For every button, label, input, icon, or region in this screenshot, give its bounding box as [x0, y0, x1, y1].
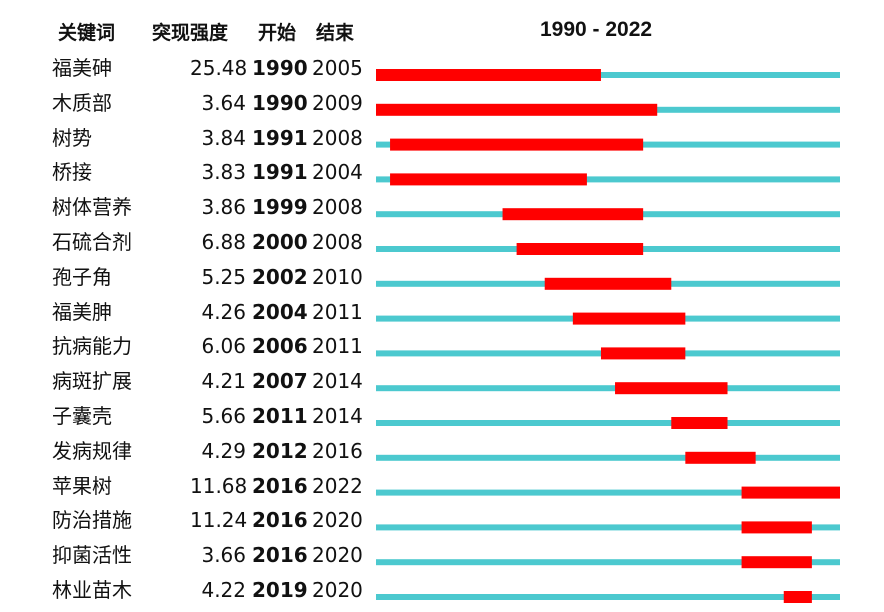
row-keyword: 防治措施 [52, 508, 132, 533]
row-end-year: 2010 [312, 264, 363, 289]
row-keyword: 林业苗木 [52, 578, 132, 602]
row-begin-year: 1990 [252, 56, 308, 80]
row-keyword: 木质部 [52, 90, 112, 115]
row-begin-year: 2002 [252, 264, 308, 289]
row-end-year: 2020 [312, 508, 363, 533]
row-strength: 3.84 [201, 125, 246, 150]
row-keyword: 抑菌活性 [52, 543, 132, 568]
row-begin-year: 1990 [252, 90, 308, 115]
row-strength: 4.21 [201, 369, 246, 394]
row-strength: 5.25 [201, 264, 246, 289]
timeline-base-bar [376, 385, 840, 392]
row-begin-year: 1991 [252, 125, 308, 150]
row-keyword: 福美砷 [52, 56, 112, 80]
timeline-base-bar [376, 594, 840, 600]
burst-segment [783, 591, 812, 603]
header-begin: 开始 [258, 22, 297, 44]
row-begin-year: 2006 [252, 334, 308, 359]
row-begin-year: 2019 [252, 578, 308, 602]
burst-segment [502, 208, 644, 221]
row-begin-year: 2016 [252, 543, 308, 568]
burst-segment [741, 486, 840, 499]
row-keyword: 抗病能力 [52, 334, 132, 359]
row-end-year: 2011 [312, 334, 363, 359]
row-keyword: 福美胂 [52, 299, 112, 324]
timeline-base-bar [376, 559, 840, 566]
header-keyword: 关键词 [58, 22, 116, 44]
burst-segment [390, 138, 644, 151]
row-keyword: 石硫合剂 [52, 230, 132, 254]
row-strength: 5.66 [201, 404, 246, 428]
burst-segment [516, 243, 644, 255]
row-strength: 6.88 [201, 230, 246, 254]
row-end-year: 2020 [312, 578, 363, 602]
row-keyword: 桥接 [52, 160, 92, 185]
timeline-base-bar [376, 176, 840, 183]
timeline-base-bar [376, 72, 840, 78]
row-end-year: 2008 [312, 125, 363, 150]
row-begin-year: 2012 [252, 438, 308, 463]
burst-segment [390, 173, 587, 186]
row-strength: 4.22 [201, 578, 246, 602]
row-strength: 3.86 [201, 195, 246, 220]
row-end-year: 2014 [312, 369, 363, 394]
row-keyword: 孢子角 [52, 264, 112, 289]
header-year-range: 1990 - 2022 [540, 18, 653, 41]
row-end-year: 2020 [312, 543, 363, 568]
row-keyword: 树势 [52, 125, 92, 150]
row-begin-year: 2011 [252, 404, 308, 428]
burst-segment [572, 312, 686, 325]
row-keyword: 子囊壳 [52, 404, 112, 428]
row-end-year: 2009 [312, 90, 363, 115]
row-keyword: 树体营养 [52, 195, 132, 220]
row-strength: 3.64 [201, 90, 246, 115]
row-strength: 11.68 [190, 473, 248, 498]
row-begin-year: 2016 [252, 473, 308, 498]
burst-segment [615, 382, 728, 395]
header-end: 结束 [316, 22, 355, 44]
row-begin-year: 1991 [252, 160, 308, 185]
row-strength: 4.26 [201, 299, 246, 324]
timeline-base-bar [376, 420, 840, 426]
row-end-year: 2022 [312, 473, 363, 498]
burst-segment [671, 417, 728, 429]
row-end-year: 2008 [312, 230, 363, 254]
row-keyword: 病斑扩展 [52, 369, 132, 394]
row-end-year: 2008 [312, 195, 363, 220]
row-begin-year: 2004 [252, 299, 308, 324]
header-strength: 突现强度 [152, 22, 229, 44]
row-strength: 3.66 [201, 543, 246, 568]
row-begin-year: 1999 [252, 195, 308, 220]
burst-segment [544, 277, 672, 290]
row-keyword: 苹果树 [52, 473, 112, 498]
burst-segment [600, 347, 686, 360]
row-strength: 11.24 [190, 508, 248, 533]
burst-segment [685, 451, 756, 464]
burst-segment [376, 103, 658, 116]
row-begin-year: 2007 [252, 369, 308, 394]
row-end-year: 2014 [312, 404, 363, 428]
burst-segment [376, 69, 601, 81]
timeline-base-bar [376, 524, 840, 531]
row-strength: 3.83 [201, 160, 246, 185]
row-end-year: 2011 [312, 299, 363, 324]
row-keyword: 发病规律 [52, 438, 132, 463]
row-strength: 4.29 [201, 438, 246, 463]
burst-segment [741, 521, 812, 534]
row-begin-year: 2016 [252, 508, 308, 533]
burst-segment [741, 556, 812, 569]
row-end-year: 2016 [312, 438, 363, 463]
timeline-base-bar [376, 454, 840, 461]
timeline-base-bar [376, 489, 840, 496]
row-begin-year: 2000 [252, 230, 308, 254]
row-strength: 6.06 [201, 334, 246, 359]
row-strength: 25.48 [190, 56, 248, 80]
row-end-year: 2004 [312, 160, 363, 185]
row-end-year: 2005 [312, 56, 363, 80]
